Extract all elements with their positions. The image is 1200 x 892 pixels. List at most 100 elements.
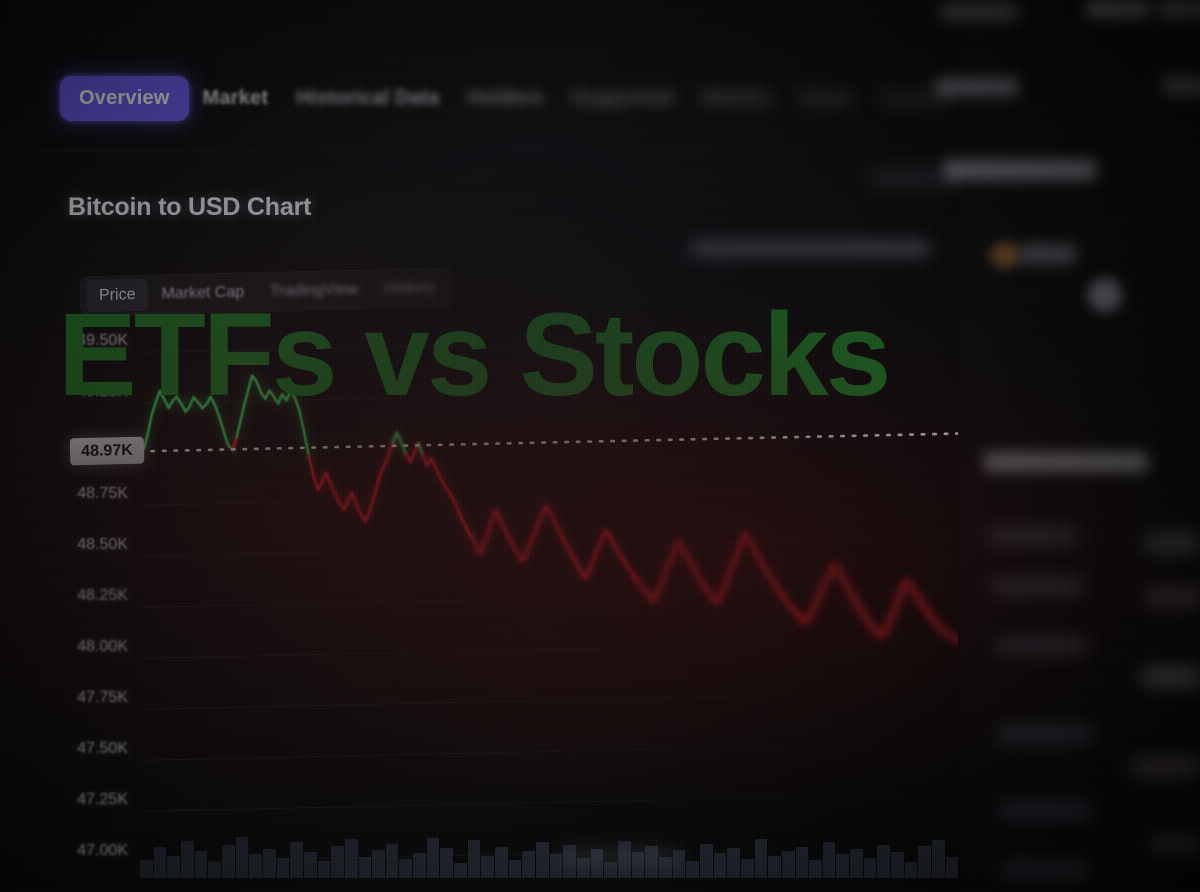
y-axis-tick-label: 48.75K — [77, 485, 128, 503]
volume-bar — [863, 857, 877, 878]
sidebar-blurred-value — [1132, 758, 1200, 776]
volume-bar — [262, 848, 276, 878]
volume-bar — [699, 843, 713, 878]
main-navigation-tabs[interactable]: Overview Market Historical Data Holders Supp… — [60, 72, 1053, 124]
volume-bar — [877, 844, 891, 878]
volume-bar — [686, 860, 699, 878]
sidebar-blurred-row — [936, 78, 1018, 96]
reference-price-line — [140, 432, 958, 453]
volume-bar — [809, 859, 822, 878]
volume-bar — [836, 854, 850, 878]
price-line-down-segment — [800, 563, 958, 644]
volume-bar — [194, 851, 208, 878]
volume-bar — [413, 853, 426, 878]
volume-bar — [385, 843, 399, 878]
volume-bar — [372, 850, 385, 878]
volume-bar — [221, 844, 235, 878]
volume-bar — [713, 853, 727, 878]
volume-bar — [727, 847, 740, 878]
volume-bar — [440, 847, 454, 878]
nav-tab-historical-data[interactable]: Historical Data — [296, 86, 440, 109]
blurred-label-blob — [690, 240, 930, 257]
sidebar-blurred-value — [1142, 668, 1200, 686]
sidebar-blurred-row — [1158, 0, 1200, 18]
sidebar-blurred-value — [1146, 588, 1200, 606]
sidebar-blurred-value — [1144, 534, 1200, 552]
volume-bar — [481, 855, 495, 878]
volume-bar — [331, 845, 344, 878]
volume-bar — [399, 858, 413, 878]
volume-bars — [140, 834, 959, 878]
sidebar-blurred-row — [1086, 0, 1150, 18]
blurred-right-sidebar — [936, 0, 1200, 892]
volume-bar — [891, 852, 904, 878]
sidebar-blurred-row — [1162, 76, 1200, 96]
y-axis-tick-label: 48.25K — [77, 587, 128, 604]
nav-tab-holders[interactable]: Holders — [467, 86, 544, 109]
volume-bar — [768, 855, 781, 878]
sidebar-blurred-row — [996, 638, 1088, 654]
volume-bar — [140, 859, 153, 878]
y-axis-tick-label: 47.75K — [77, 688, 128, 706]
y-axis-tick-label: 47.00K — [77, 841, 128, 859]
sidebar-blurred-row — [1020, 244, 1076, 264]
sidebar-blurred-row — [1002, 862, 1090, 878]
sidebar-blurred-row — [998, 726, 1092, 742]
sidebar-avatar — [1088, 278, 1122, 312]
volume-bar — [781, 851, 795, 878]
volume-bar — [918, 845, 932, 878]
sidebar-blurred-row — [988, 528, 1078, 544]
volume-bar — [822, 842, 836, 878]
volume-bar — [249, 854, 262, 878]
volume-bar — [604, 862, 617, 878]
y-axis-tick-label: 47.25K — [77, 790, 128, 808]
nav-tab-news[interactable]: News — [799, 86, 853, 109]
volume-bar — [167, 855, 180, 878]
sidebar-blurred-row — [992, 578, 1084, 594]
nav-divider — [0, 150, 975, 151]
volume-bar — [904, 862, 918, 878]
blurred-label-blob — [560, 850, 680, 864]
y-axis-tick-label: 48.00K — [77, 637, 128, 655]
sidebar-blurred-row — [984, 452, 1148, 472]
volume-bar — [932, 840, 945, 878]
y-axis-tick-label: 47.50K — [77, 739, 128, 757]
volume-bar — [522, 851, 536, 878]
crypto-dashboard-panel: Overview Market Historical Data Holders Supp… — [0, 0, 1039, 892]
nav-tab-supported[interactable]: Supported — [571, 86, 673, 109]
volume-bar — [317, 860, 331, 878]
volume-bar — [740, 858, 754, 878]
volume-bar — [303, 852, 317, 878]
nav-tab-wallets[interactable]: Wallets — [700, 86, 772, 109]
volume-bar — [426, 838, 440, 878]
volume-bar — [508, 859, 522, 878]
volume-bar — [754, 839, 768, 878]
volume-bar — [235, 837, 249, 878]
sidebar-blurred-row — [1000, 802, 1092, 818]
volume-bar — [850, 848, 863, 878]
volume-bar — [276, 857, 290, 878]
volume-bar — [208, 862, 221, 878]
volume-bar — [153, 846, 167, 878]
volume-bar — [495, 846, 508, 878]
volume-bar — [945, 856, 959, 878]
volume-bar — [795, 846, 809, 878]
price-line-glow — [632, 529, 806, 623]
volume-bar — [290, 842, 303, 878]
sidebar-status-dot — [990, 242, 1020, 268]
volume-bar — [344, 839, 358, 878]
sidebar-blurred-row — [944, 160, 1096, 180]
sidebar-blurred-value — [1150, 836, 1200, 852]
volume-bar — [536, 842, 549, 878]
current-price-badge: 48.97K — [69, 437, 145, 466]
sidebar-blurred-row — [940, 4, 1018, 20]
overlay-headline: ETFs vs Stocks — [58, 289, 891, 421]
y-axis-tick-label: 48.50K — [77, 536, 128, 554]
volume-bar — [467, 840, 481, 878]
volume-bar — [180, 841, 194, 878]
page-title: Bitcoin to USD Chart — [68, 193, 312, 221]
nav-tab-market[interactable]: Market — [202, 86, 269, 109]
nav-tab-overview[interactable]: Overview — [60, 75, 189, 121]
volume-bar — [454, 863, 467, 878]
